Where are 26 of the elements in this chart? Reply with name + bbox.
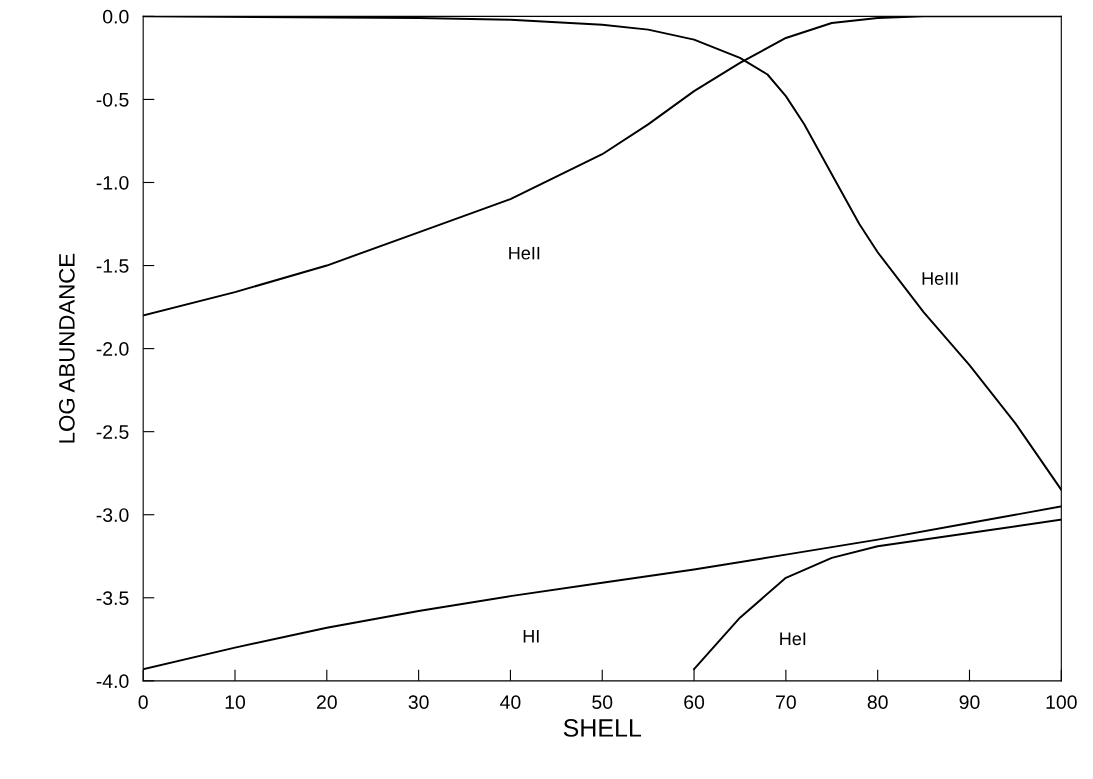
- y-tick-label: -4.0: [96, 674, 129, 689]
- x-tick-label: 80: [867, 695, 888, 710]
- y-tick-label: -1.5: [96, 259, 129, 273]
- x-tick-label: 70: [776, 695, 796, 710]
- series-label: HeIII: [922, 272, 958, 285]
- x-tick-label: 20: [316, 695, 337, 710]
- x-tick-label: 30: [408, 695, 429, 710]
- y-tick-label: -2.0: [96, 342, 129, 356]
- x-tick-label: 90: [959, 695, 980, 710]
- x-tick-label: 10: [225, 695, 246, 710]
- text: HeI: [780, 632, 806, 646]
- series-label: HI: [523, 630, 539, 643]
- x-axis-title: SHELL: [563, 719, 642, 737]
- y-tick-label: -3.5: [96, 591, 129, 606]
- x-tick-label: 40: [500, 695, 521, 710]
- x-tick-label: 50: [592, 695, 613, 710]
- x-tick-label: 60: [684, 695, 705, 710]
- x-tick-label: 100: [1046, 695, 1077, 710]
- text: HeII: [509, 246, 540, 260]
- y-axis-title: LOG ABUNDANCE: [59, 253, 75, 443]
- y-tick-label: -1.0: [96, 175, 129, 190]
- y-tick-label: -3.0: [96, 508, 129, 522]
- y-tick-label: -2.5: [96, 425, 129, 439]
- y-tick-label: 0.0: [103, 9, 129, 24]
- y-tick-label: -0.5: [96, 92, 129, 107]
- x-tick-label: 0: [138, 695, 148, 710]
